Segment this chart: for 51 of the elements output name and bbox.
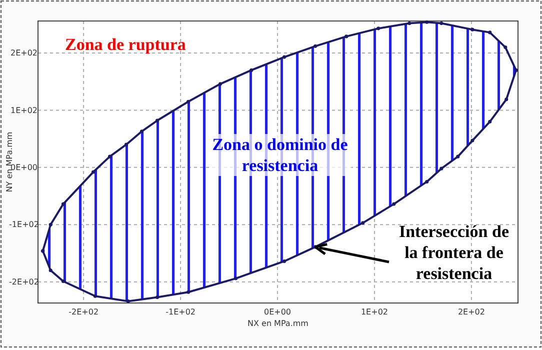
point	[108, 154, 112, 158]
point	[61, 202, 65, 206]
point	[155, 296, 160, 300]
x-tick-label: 1E+02	[360, 308, 388, 317]
annotation: Zona de ruptura	[65, 35, 186, 54]
point	[425, 20, 429, 24]
point	[376, 26, 380, 30]
annotation: Intersección de la frontera de resistencia	[398, 222, 510, 283]
point	[504, 46, 508, 50]
y-tick-label: -2E+02	[9, 277, 39, 286]
point	[488, 120, 492, 124]
point	[234, 276, 238, 280]
y-tick-label: 1E+02	[10, 106, 38, 115]
point	[344, 34, 348, 38]
x-tick-label: -1E+02	[166, 308, 196, 317]
point	[440, 22, 444, 26]
point	[408, 22, 412, 26]
point	[392, 202, 396, 206]
point	[456, 154, 460, 158]
point	[140, 130, 144, 134]
point	[282, 259, 286, 264]
point	[470, 28, 474, 32]
point	[314, 44, 318, 48]
point	[124, 142, 128, 146]
y-tick-label: -1E+02	[9, 220, 39, 230]
point	[488, 30, 492, 34]
annotation: Zona o dominio de resistencia	[212, 135, 348, 175]
point	[514, 68, 518, 72]
x-axis-title: NX en MPa.mm	[248, 319, 309, 328]
point	[470, 138, 474, 142]
point	[93, 294, 97, 298]
point	[504, 98, 508, 102]
point	[250, 68, 254, 72]
point	[425, 180, 429, 184]
point	[48, 268, 52, 272]
y-tick-label: 0E+00	[10, 162, 38, 172]
x-tick-label: 0E+00	[264, 308, 292, 317]
x-tick-label: 2E+02	[458, 308, 485, 317]
x-tick-label: -2E+02	[68, 308, 99, 317]
y-tick-label: 2E+02	[10, 48, 38, 58]
point	[218, 82, 222, 86]
point	[61, 279, 65, 284]
point	[186, 290, 190, 294]
point	[48, 222, 52, 226]
point	[126, 300, 130, 304]
point	[186, 100, 190, 104]
point	[282, 55, 286, 59]
point	[440, 166, 444, 170]
point	[361, 221, 365, 225]
point	[91, 170, 96, 174]
point	[155, 118, 160, 122]
